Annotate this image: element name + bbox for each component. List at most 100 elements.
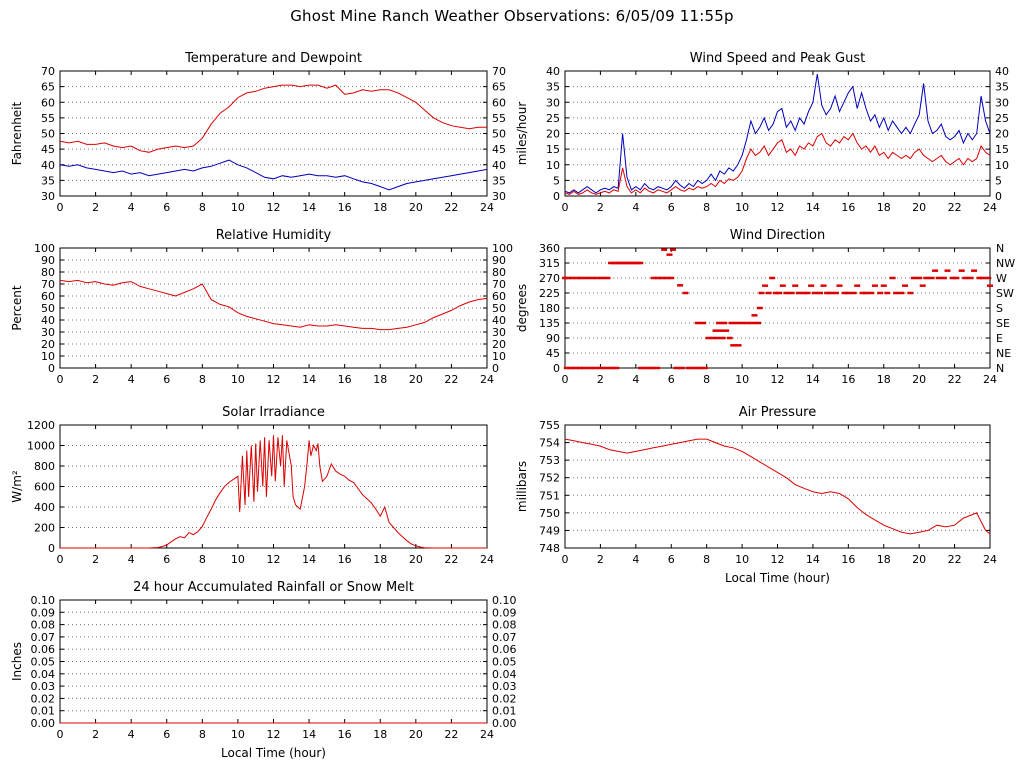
svg-text:0: 0 xyxy=(57,201,64,214)
svg-text:Percent: Percent xyxy=(10,285,24,330)
svg-text:40: 40 xyxy=(41,314,55,327)
svg-text:0: 0 xyxy=(492,362,499,375)
svg-text:12: 12 xyxy=(267,728,281,741)
svg-text:0: 0 xyxy=(48,362,55,375)
svg-text:2: 2 xyxy=(92,553,99,566)
svg-text:24: 24 xyxy=(983,373,997,386)
svg-text:753: 753 xyxy=(539,454,560,467)
svg-text:12: 12 xyxy=(267,373,281,386)
svg-text:6: 6 xyxy=(163,728,170,741)
svg-text:20: 20 xyxy=(912,201,926,214)
svg-text:N: N xyxy=(996,242,1004,255)
svg-text:35: 35 xyxy=(546,81,560,94)
svg-text:0.03: 0.03 xyxy=(31,680,56,693)
svg-text:0.02: 0.02 xyxy=(31,692,56,705)
svg-text:8: 8 xyxy=(199,201,206,214)
svg-text:18: 18 xyxy=(877,553,891,566)
svg-text:8: 8 xyxy=(703,553,710,566)
svg-text:0.03: 0.03 xyxy=(492,680,517,693)
svg-text:0: 0 xyxy=(562,553,569,566)
svg-text:10: 10 xyxy=(492,350,506,363)
svg-text:miles/hour: miles/hour xyxy=(515,102,529,166)
svg-text:Inches: Inches xyxy=(10,642,24,681)
svg-text:50: 50 xyxy=(41,128,55,141)
svg-text:0.07: 0.07 xyxy=(31,631,56,644)
svg-text:10: 10 xyxy=(735,553,749,566)
svg-text:24: 24 xyxy=(480,728,494,741)
svg-text:2: 2 xyxy=(597,553,604,566)
svg-text:0: 0 xyxy=(553,362,560,375)
svg-text:24 hour Accumulated Rainfall o: 24 hour Accumulated Rainfall or Snow Mel… xyxy=(133,580,414,595)
svg-text:10: 10 xyxy=(735,373,749,386)
svg-text:200: 200 xyxy=(34,522,55,535)
svg-text:Wind Speed and Peak Gust: Wind Speed and Peak Gust xyxy=(690,51,865,66)
svg-text:12: 12 xyxy=(267,201,281,214)
svg-text:5: 5 xyxy=(995,174,1002,187)
svg-text:22: 22 xyxy=(444,373,458,386)
svg-text:20: 20 xyxy=(546,128,560,141)
svg-text:24: 24 xyxy=(480,373,494,386)
svg-text:14: 14 xyxy=(302,553,316,566)
svg-text:16: 16 xyxy=(841,201,855,214)
svg-text:45: 45 xyxy=(41,143,55,156)
svg-text:0: 0 xyxy=(562,201,569,214)
svg-text:0: 0 xyxy=(57,728,64,741)
svg-text:749: 749 xyxy=(539,524,560,537)
svg-text:0.06: 0.06 xyxy=(31,643,56,656)
svg-text:90: 90 xyxy=(492,254,506,267)
svg-text:45: 45 xyxy=(546,347,560,360)
svg-text:800: 800 xyxy=(34,460,55,473)
svg-text:NE: NE xyxy=(996,347,1011,360)
svg-text:20: 20 xyxy=(492,338,506,351)
svg-text:0.05: 0.05 xyxy=(31,656,56,669)
svg-text:12: 12 xyxy=(771,201,785,214)
svg-text:30: 30 xyxy=(41,190,55,203)
svg-text:Relative Humidity: Relative Humidity xyxy=(216,228,332,243)
svg-text:2: 2 xyxy=(597,373,604,386)
svg-text:2: 2 xyxy=(92,728,99,741)
svg-text:0.09: 0.09 xyxy=(492,606,517,619)
svg-text:0.04: 0.04 xyxy=(31,668,56,681)
svg-text:60: 60 xyxy=(41,96,55,109)
svg-text:0.10: 0.10 xyxy=(31,594,56,607)
svg-text:55: 55 xyxy=(41,112,55,125)
svg-text:20: 20 xyxy=(409,728,423,741)
svg-text:270: 270 xyxy=(539,272,560,285)
svg-text:65: 65 xyxy=(492,81,506,94)
svg-text:70: 70 xyxy=(41,65,55,78)
svg-text:SW: SW xyxy=(996,287,1014,300)
chart-rainfall: 0.00 0.00 0.01 0.01 0.02 0.02 0.03 0.03 0.04 0.04… xyxy=(8,574,527,767)
svg-text:22: 22 xyxy=(948,201,962,214)
svg-text:0: 0 xyxy=(553,190,560,203)
svg-text:1000: 1000 xyxy=(27,440,55,453)
svg-text:754: 754 xyxy=(539,437,560,450)
svg-text:225: 225 xyxy=(539,287,560,300)
svg-text:S: S xyxy=(996,302,1003,315)
svg-text:2: 2 xyxy=(92,201,99,214)
svg-text:0: 0 xyxy=(57,373,64,386)
svg-text:4: 4 xyxy=(632,373,639,386)
svg-text:180: 180 xyxy=(539,302,560,315)
svg-text:0: 0 xyxy=(562,373,569,386)
svg-text:0: 0 xyxy=(57,553,64,566)
svg-text:60: 60 xyxy=(41,290,55,303)
svg-text:10: 10 xyxy=(995,159,1009,172)
svg-text:Wind Direction: Wind Direction xyxy=(730,228,826,243)
svg-text:70: 70 xyxy=(41,278,55,291)
svg-text:E: E xyxy=(996,332,1003,345)
svg-text:14: 14 xyxy=(302,728,316,741)
svg-text:14: 14 xyxy=(806,201,820,214)
svg-text:16: 16 xyxy=(841,373,855,386)
svg-text:14: 14 xyxy=(302,373,316,386)
chart-temperature-dewpoint: 30 30 35 35 40 40 45 45 50 50 55 55 60 60 65 65 70 70 0 2 4 6… xyxy=(8,45,527,240)
svg-text:22: 22 xyxy=(948,373,962,386)
svg-text:0.04: 0.04 xyxy=(492,668,517,681)
svg-text:80: 80 xyxy=(492,266,506,279)
svg-text:0.02: 0.02 xyxy=(492,692,517,705)
svg-text:6: 6 xyxy=(668,373,675,386)
svg-text:20: 20 xyxy=(912,553,926,566)
svg-text:NW: NW xyxy=(996,257,1015,270)
chart-air-pressure: 748 749 750 751 752 753 754 755 0 2 4 6 8 10 12 14 16 18 2… xyxy=(513,399,1024,592)
svg-text:4: 4 xyxy=(632,553,639,566)
svg-text:20: 20 xyxy=(409,373,423,386)
